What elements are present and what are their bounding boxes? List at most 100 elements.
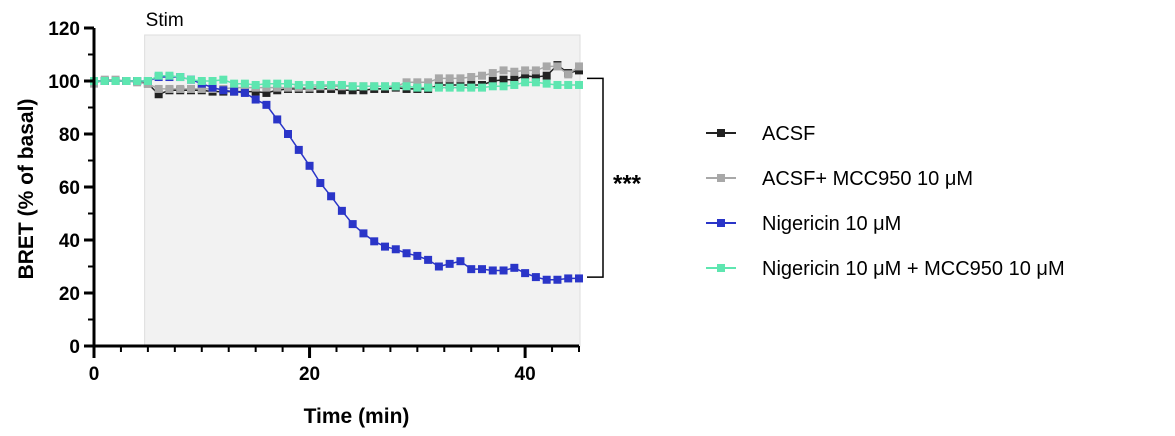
- data-point: [165, 84, 174, 93]
- data-point: [564, 70, 573, 79]
- data-point: [424, 83, 433, 92]
- data-point: [531, 273, 540, 282]
- legend-marker: [717, 219, 725, 227]
- data-point: [499, 266, 508, 275]
- series-line: [94, 74, 579, 89]
- y-tick-label: 100: [48, 72, 80, 93]
- legend-label: Nigericin 10 μM + MCC950 10 μM: [762, 258, 1065, 280]
- data-point: [499, 75, 508, 84]
- data-point: [154, 84, 163, 93]
- data-point: [273, 79, 282, 88]
- legend: ACSF ACSF+ MCC950 10 μM Nigericin 10 μM Nig…: [706, 123, 1065, 280]
- data-point: [445, 259, 454, 268]
- data-point: [122, 77, 131, 85]
- data-point: [488, 266, 497, 275]
- data-point: [294, 145, 303, 154]
- data-point: [176, 73, 185, 82]
- data-point: [510, 75, 519, 84]
- data-point: [413, 251, 422, 260]
- series-line: [94, 64, 580, 96]
- x-axis-title: Time (min): [304, 405, 410, 428]
- legend-item-1: ACSF+ MCC950 10 μM: [706, 168, 973, 190]
- y-axis-title: BRET (% of basal): [15, 99, 38, 280]
- data-point: [564, 80, 573, 89]
- y-tick-label: 0: [69, 337, 80, 358]
- legend-marker: [717, 129, 725, 137]
- legend-item-3: Nigericin 10 μM + MCC950 10 μM: [706, 258, 1065, 280]
- data-point: [510, 263, 519, 272]
- data-point: [273, 115, 282, 124]
- data-point: [337, 80, 346, 89]
- data-point: [424, 78, 433, 87]
- significance-bracket: [587, 77, 604, 278]
- data-point: [240, 79, 249, 88]
- data-point: [488, 82, 497, 91]
- y-tick-label: 80: [59, 125, 80, 146]
- data-point: [133, 77, 142, 85]
- data-point: [467, 83, 476, 92]
- data-point: [434, 83, 443, 92]
- x-tick-label: 40: [515, 364, 536, 385]
- legend-marker: [717, 264, 725, 272]
- data-point: [575, 274, 583, 283]
- axes: 0 20 40 60 80 100 120 0 20 40: [48, 19, 580, 385]
- data-point: [327, 192, 336, 201]
- data-point: [499, 82, 508, 91]
- data-point: [305, 161, 314, 170]
- data-point: [488, 69, 497, 78]
- data-point: [510, 80, 519, 89]
- data-point: [251, 80, 260, 89]
- y-tick-label: 120: [48, 19, 80, 40]
- data-point: [100, 77, 109, 85]
- data-point: [456, 83, 465, 92]
- data-point: [456, 257, 465, 266]
- data-point: [305, 80, 314, 89]
- data-point: [553, 275, 562, 284]
- data-point: [165, 71, 174, 80]
- data-point: [381, 242, 389, 251]
- data-point: [251, 95, 260, 104]
- data-point: [445, 83, 454, 92]
- data-point: [262, 79, 271, 88]
- y-tick-label: 40: [59, 231, 80, 252]
- stim-label: Stim: [146, 10, 184, 31]
- data-point: [197, 77, 206, 85]
- data-point: [359, 229, 368, 238]
- data-point: [284, 79, 292, 88]
- series-3: [90, 71, 583, 92]
- data-point: [391, 245, 400, 254]
- data-point: [478, 71, 486, 80]
- significance-stars: ***: [613, 171, 642, 198]
- data-point: [531, 73, 540, 82]
- data-point: [208, 83, 217, 92]
- data-point: [154, 71, 163, 80]
- data-point: [219, 75, 228, 84]
- data-point: [348, 220, 357, 229]
- x-tick-label: 0: [89, 364, 100, 385]
- data-point: [391, 82, 400, 91]
- data-point: [564, 274, 573, 283]
- data-point: [240, 88, 249, 97]
- data-point: [542, 62, 551, 71]
- data-point: [381, 82, 389, 91]
- data-point: [230, 87, 239, 96]
- data-point: [478, 265, 486, 274]
- data-point: [111, 77, 120, 85]
- y-tick-label: 20: [59, 284, 80, 305]
- data-point: [553, 80, 562, 89]
- data-point: [219, 86, 228, 95]
- data-point: [531, 78, 540, 87]
- data-point: [187, 75, 195, 84]
- data-point: [187, 84, 195, 93]
- data-point: [327, 80, 336, 89]
- data-point: [467, 265, 476, 274]
- data-point: [284, 130, 292, 138]
- data-point: [197, 84, 206, 93]
- data-point: [316, 80, 325, 89]
- data-point: [510, 67, 519, 76]
- data-point: [575, 62, 583, 71]
- data-point: [467, 73, 476, 82]
- data-point: [434, 74, 443, 83]
- data-point: [542, 275, 551, 284]
- legend-label: ACSF+ MCC950 10 μM: [762, 168, 973, 190]
